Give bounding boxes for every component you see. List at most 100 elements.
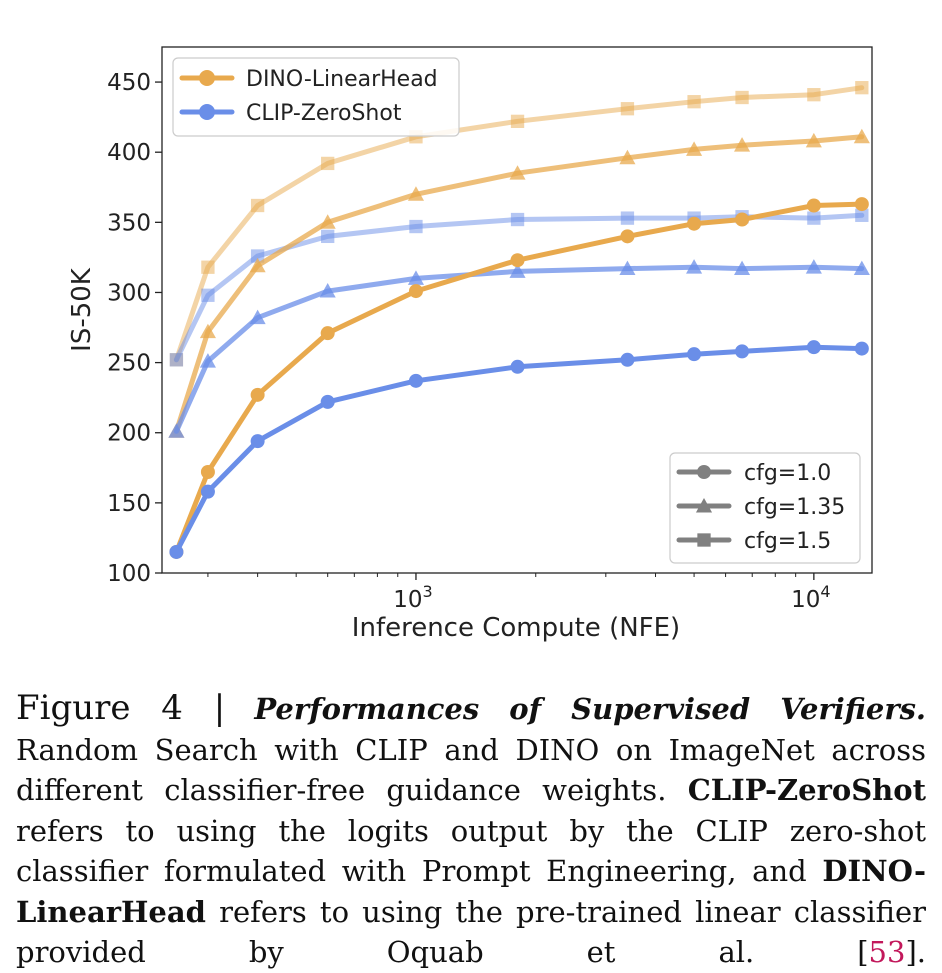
data-point-dino-linearhead-cfg-1-35 — [686, 141, 703, 156]
data-point-dino-linearhead-cfg-1-35 — [319, 214, 336, 229]
data-point-clip-zeroshot-cfg-1-5 — [620, 211, 635, 225]
legend-marker — [199, 70, 215, 86]
data-point-dino-linearhead-cfg-1-0 — [620, 229, 635, 244]
data-point-dino-linearhead-cfg-1-5 — [807, 88, 821, 102]
data-point-clip-zeroshot-cfg-1-5 — [510, 212, 525, 227]
legend-cfg-box — [669, 452, 861, 564]
data-point-dino-linearhead-cfg-1-5 — [735, 90, 749, 105]
series-clip-zeroshot-cfg-1-35 — [168, 259, 870, 438]
figure-caption: Figure 4 | Performances of Supervised Ve… — [16, 688, 926, 973]
data-point-dino-linearhead-cfg-1-0 — [510, 253, 525, 268]
caption-text-2: refers to using the logits output by the… — [16, 813, 926, 889]
data-point-clip-zeroshot-cfg-1-0 — [250, 434, 265, 449]
data-point-clip-zeroshot-cfg-1-0 — [408, 373, 423, 388]
y-tick-label: 400 — [107, 140, 151, 166]
legend-marker — [697, 533, 711, 547]
y-tick-label: 300 — [107, 280, 151, 306]
data-point-dino-linearhead-cfg-1-5 — [321, 156, 335, 171]
data-point-clip-zeroshot-cfg-1-5 — [201, 288, 215, 302]
legend-layer: DINO-LinearHead CLIP-ZeroShot cfg=1.0 cfg=1… — [172, 57, 861, 564]
data-point-dino-linearhead-cfg-1-0 — [200, 465, 215, 480]
data-point-dino-linearhead-cfg-1-0 — [687, 216, 702, 231]
data-point-clip-zeroshot-cfg-1-35 — [407, 270, 425, 285]
data-point-clip-zeroshot-cfg-1-35 — [249, 309, 266, 325]
legend-label: CLIP-ZeroShot — [246, 101, 402, 126]
legend-marker — [199, 104, 215, 120]
data-point-dino-linearhead-cfg-1-5 — [687, 95, 701, 109]
data-point-dino-linearhead-cfg-1-35 — [619, 149, 636, 165]
data-point-clip-zeroshot-cfg-1-35 — [805, 259, 822, 274]
legend-entry-cfg-1-5: cfg=1.5 — [676, 529, 831, 554]
y-axis-label: IS-50K — [67, 267, 97, 352]
data-point-clip-zeroshot-cfg-1-5 — [855, 208, 869, 222]
data-point-dino-linearhead-cfg-1-35 — [199, 323, 216, 339]
x-tick-label: 103 — [393, 582, 432, 613]
data-point-dino-linearhead-cfg-1-35 — [509, 165, 526, 180]
legend-marker — [695, 497, 713, 513]
data-point-clip-zeroshot-cfg-1-35 — [734, 260, 751, 276]
data-point-dino-linearhead-cfg-1-0 — [806, 198, 821, 213]
data-point-dino-linearhead-cfg-1-35 — [853, 128, 870, 144]
data-point-clip-zeroshot-cfg-1-35 — [686, 259, 703, 274]
data-point-clip-zeroshot-cfg-1-35 — [199, 353, 216, 368]
data-point-clip-zeroshot-cfg-1-35 — [319, 283, 336, 298]
data-point-clip-zeroshot-cfg-1-0 — [200, 484, 215, 499]
data-point-clip-zeroshot-cfg-1-5 — [169, 353, 184, 367]
data-point-dino-linearhead-cfg-1-5 — [201, 260, 215, 274]
legend-entry-dino-linearhead: DINO-LinearHead — [179, 67, 438, 92]
is-vs-nfe-chart: 100 150 200 250 300 350 400 450 103 104 Inference … — [67, 46, 873, 643]
y-tick-label: 100 — [107, 561, 151, 587]
series-line-clip-zeroshot-cfg-1-5 — [173, 212, 865, 363]
legend-entry-cfg-1-35: cfg=1.35 — [676, 495, 845, 520]
series-layer — [168, 81, 870, 559]
caption-text-1: Random Search with CLIP and DINO on Imag… — [16, 732, 926, 808]
legend-label: cfg=1.0 — [744, 461, 831, 486]
term-clip-zeroshot: CLIP-ZeroShot — [687, 773, 926, 807]
data-point-clip-zeroshot-cfg-1-5 — [250, 249, 265, 263]
legend-marker — [697, 465, 711, 479]
data-point-clip-zeroshot-cfg-1-0 — [510, 359, 525, 374]
data-point-dino-linearhead-cfg-1-5 — [510, 114, 525, 128]
data-point-dino-linearhead-cfg-1-5 — [620, 102, 635, 116]
series-dino-linearhead-cfg-1-5 — [169, 81, 869, 367]
data-point-clip-zeroshot-cfg-1-5 — [807, 211, 821, 225]
term-dino-linearhead: DINO-LinearHead — [16, 854, 926, 929]
data-point-clip-zeroshot-cfg-1-0 — [169, 544, 184, 559]
axes-layer: 100 150 200 250 300 350 400 450 103 104 Inference … — [67, 46, 873, 643]
data-point-dino-linearhead-cfg-1-0 — [408, 284, 423, 299]
legend-label: cfg=1.35 — [744, 495, 845, 520]
data-point-clip-zeroshot-cfg-1-35 — [168, 423, 185, 438]
legend-label: cfg=1.5 — [744, 529, 831, 554]
data-point-dino-linearhead-cfg-1-35 — [734, 137, 751, 152]
figure-title: Performances of Supervised Verifiers. — [254, 692, 927, 726]
legend-verifier-box — [172, 57, 460, 137]
series-dino-linearhead-cfg-1-35 — [168, 128, 870, 438]
data-point-clip-zeroshot-cfg-1-35 — [509, 263, 526, 278]
data-point-dino-linearhead-cfg-1-5 — [250, 198, 265, 213]
y-tick-label: 150 — [107, 491, 151, 517]
data-point-dino-linearhead-cfg-1-0 — [854, 197, 869, 212]
plot-frame — [161, 46, 873, 574]
figure-label: Figure 4 | — [16, 688, 226, 728]
data-point-clip-zeroshot-cfg-1-5 — [409, 219, 423, 234]
data-point-dino-linearhead-cfg-1-35 — [249, 257, 266, 273]
series-clip-zeroshot-cfg-1-0 — [169, 340, 869, 559]
data-point-clip-zeroshot-cfg-1-0 — [735, 344, 750, 359]
data-point-clip-zeroshot-cfg-1-0 — [687, 347, 702, 362]
data-point-clip-zeroshot-cfg-1-35 — [853, 260, 870, 276]
x-tick-label: 104 — [791, 582, 830, 613]
legend-entry-cfg-1-0: cfg=1.0 — [676, 461, 831, 486]
y-tick-label: 250 — [107, 351, 151, 377]
data-point-clip-zeroshot-cfg-1-0 — [320, 394, 335, 409]
data-point-dino-linearhead-cfg-1-35 — [805, 132, 822, 148]
y-tick-label: 350 — [107, 210, 151, 236]
data-point-dino-linearhead-cfg-1-35 — [407, 186, 425, 201]
data-point-dino-linearhead-cfg-1-0 — [250, 387, 265, 402]
data-point-clip-zeroshot-cfg-1-0 — [620, 352, 635, 367]
data-point-dino-linearhead-cfg-1-5 — [855, 81, 869, 95]
data-point-clip-zeroshot-cfg-1-35 — [619, 260, 636, 276]
data-point-dino-linearhead-cfg-1-0 — [320, 326, 335, 341]
citation-link[interactable]: 53 — [868, 935, 906, 969]
y-tick-label: 200 — [107, 421, 151, 447]
x-axis-label: Inference Compute (NFE) — [352, 613, 680, 643]
